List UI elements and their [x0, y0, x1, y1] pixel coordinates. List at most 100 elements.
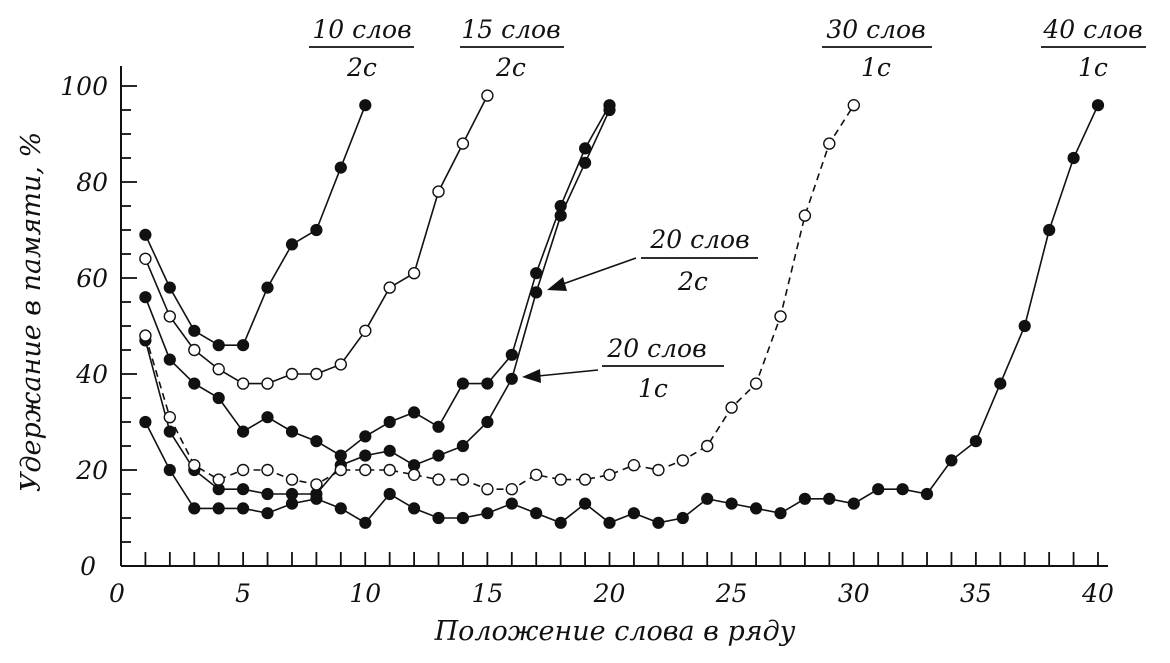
- data-point-series-4: [578, 473, 592, 486]
- data-point-series-1: [139, 252, 152, 265]
- data-point-series-4: [725, 401, 738, 414]
- data-point-series-3: [163, 425, 176, 438]
- data-point-series-5: [359, 516, 372, 529]
- data-point-series-4: [261, 463, 274, 477]
- data-point-series-4: [212, 473, 225, 486]
- label-30-words-1s-top: 30 слов: [826, 15, 925, 44]
- data-point-series-2: [383, 415, 396, 429]
- data-point-series-5: [139, 415, 152, 429]
- data-point-series-4: [603, 468, 616, 481]
- data-point-series-2: [432, 420, 445, 433]
- data-point-series-1: [212, 363, 225, 376]
- series-points: [139, 89, 1105, 529]
- data-point-series-2: [237, 425, 250, 438]
- data-point-series-4: [774, 310, 787, 323]
- data-point-series-0: [237, 339, 250, 352]
- data-point-series-3: [383, 444, 396, 457]
- label-20-words-2s-top: 20 слов: [649, 225, 749, 254]
- data-point-series-5: [994, 377, 1007, 390]
- data-point-series-1: [188, 343, 201, 357]
- data-point-series-4: [456, 473, 470, 486]
- data-point-series-5: [212, 502, 225, 515]
- data-point-series-4: [652, 463, 665, 477]
- label-10-words-2s-bottom: 2с: [346, 53, 377, 82]
- data-point-series-1: [481, 89, 494, 102]
- data-point-series-2: [578, 142, 592, 155]
- data-point-series-0: [261, 281, 274, 294]
- data-point-series-1: [261, 377, 274, 390]
- arrowhead-20-words-1s: [522, 369, 541, 383]
- data-point-series-5: [1018, 319, 1031, 333]
- data-point-series-5: [505, 497, 518, 510]
- data-point-series-1: [310, 367, 323, 381]
- data-point-series-5: [1043, 223, 1056, 237]
- x-tick-label: 10: [349, 579, 381, 608]
- data-point-series-3: [603, 103, 616, 117]
- data-point-series-4: [701, 439, 714, 453]
- data-point-series-4: [627, 459, 641, 472]
- data-point-series-2: [530, 267, 543, 280]
- arrowhead-20-words-2s: [547, 277, 567, 291]
- data-point-series-5: [163, 463, 176, 477]
- data-point-series-4: [432, 473, 445, 486]
- data-point-series-5: [627, 507, 641, 520]
- data-point-series-1: [407, 267, 421, 280]
- data-point-series-5: [310, 492, 323, 505]
- data-point-series-0: [188, 324, 201, 337]
- y-tick-label: 80: [76, 168, 108, 197]
- data-point-series-2: [408, 406, 421, 419]
- data-point-series-5: [847, 497, 860, 510]
- data-point-series-4: [359, 463, 372, 477]
- data-point-series-0: [285, 238, 299, 251]
- data-point-series-5: [1091, 99, 1105, 112]
- data-point-series-5: [725, 497, 738, 510]
- label-20-words-2s: 20 слов 2с: [547, 225, 758, 296]
- data-point-series-5: [603, 516, 616, 529]
- x-tick-label: 40: [1081, 579, 1114, 608]
- data-point-series-1: [456, 137, 470, 150]
- data-point-series-4: [481, 483, 494, 496]
- x-tick-label: 15: [471, 579, 503, 608]
- ticks: 0 5 10 15 20 25 30 35 40 0 20 40 60 80 100: [60, 72, 1114, 608]
- data-point-series-4: [236, 463, 250, 477]
- data-point-series-4: [163, 411, 177, 424]
- data-point-series-2: [188, 377, 201, 390]
- data-point-series-2: [163, 353, 176, 366]
- data-point-series-5: [969, 435, 983, 448]
- data-point-series-2: [359, 430, 372, 443]
- data-point-series-5: [945, 454, 958, 467]
- data-point-series-5: [652, 516, 665, 529]
- series-line-2: [144, 104, 611, 457]
- data-point-series-4: [407, 468, 421, 481]
- data-point-series-5: [408, 502, 421, 515]
- axes: [120, 66, 1108, 567]
- data-point-series-2: [261, 411, 274, 424]
- data-point-series-2: [285, 425, 299, 438]
- data-point-series-5: [554, 516, 567, 529]
- x-tick-label: 5: [235, 579, 251, 608]
- label-30-words-1s-bottom: 1с: [861, 53, 891, 82]
- data-point-series-3: [261, 487, 274, 501]
- data-point-series-5: [383, 487, 396, 501]
- data-point-series-1: [359, 324, 372, 337]
- label-20-words-1s: 20 слов 1с: [522, 334, 724, 403]
- x-tick-label: 30: [838, 579, 870, 608]
- data-point-series-4: [749, 377, 763, 390]
- x-axis-title: Положение слова в ряду: [434, 616, 796, 647]
- data-point-series-0: [163, 281, 176, 294]
- data-point-series-4: [798, 209, 812, 222]
- data-point-series-5: [334, 502, 347, 515]
- data-point-series-5: [456, 511, 469, 525]
- series-line-3: [144, 109, 611, 495]
- label-20-words-2s-bottom: 2с: [677, 267, 708, 296]
- label-20-words-1s-top: 20 слов: [606, 334, 706, 363]
- data-point-series-5: [798, 492, 812, 505]
- data-point-series-2: [505, 348, 518, 361]
- data-point-series-5: [749, 502, 763, 515]
- data-point-series-4: [676, 454, 689, 467]
- data-point-series-2: [310, 435, 323, 448]
- data-point-series-4: [285, 473, 299, 486]
- data-point-series-5: [872, 483, 885, 496]
- data-point-series-4: [530, 468, 543, 481]
- label-20-words-1s-bottom: 1с: [638, 374, 668, 403]
